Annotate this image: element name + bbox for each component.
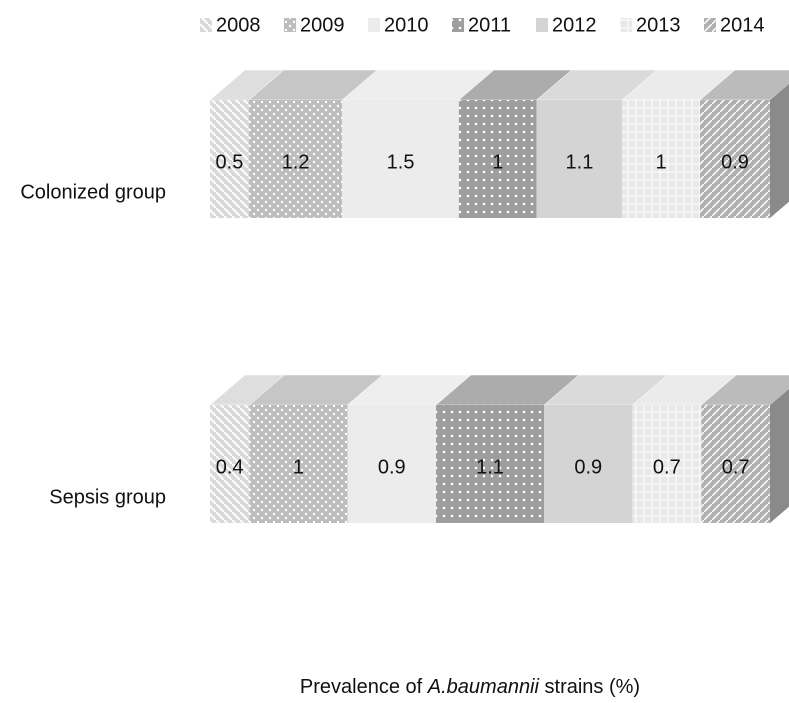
bar-side <box>770 83 789 218</box>
data-label: 0.9 <box>721 151 749 173</box>
bar <box>342 100 459 218</box>
data-label: 0.4 <box>216 456 244 478</box>
bar <box>622 100 700 218</box>
bar <box>435 405 545 523</box>
legend-swatch <box>200 18 212 32</box>
x-axis-label: Prevalence of A.baumannii strains (%) <box>300 676 640 698</box>
legend-swatch <box>452 18 464 32</box>
legend-label: 2014 <box>720 14 765 36</box>
bar <box>700 100 770 218</box>
legend-label: 2010 <box>384 14 429 36</box>
legend-label: 2012 <box>552 14 597 36</box>
data-label: 1.2 <box>282 151 310 173</box>
legend-swatch <box>620 18 632 32</box>
bar <box>210 100 249 218</box>
legend-swatch <box>704 18 716 32</box>
data-label: 0.7 <box>653 456 681 478</box>
bar <box>347 405 436 523</box>
data-label: 0.7 <box>722 456 750 478</box>
data-label: 1.1 <box>476 456 504 478</box>
legend-swatch <box>536 18 548 32</box>
data-label: 1.5 <box>387 151 415 173</box>
bar <box>248 100 343 218</box>
bar <box>544 405 633 523</box>
data-label: 0.9 <box>574 456 602 478</box>
data-label: 1.1 <box>566 151 594 173</box>
data-label: 1 <box>492 151 503 173</box>
data-label: 1 <box>656 151 667 173</box>
bar <box>458 100 537 218</box>
category-label: Sepsis group <box>49 486 166 508</box>
legend-label: 2008 <box>216 14 261 36</box>
bar-side <box>770 388 789 523</box>
bar <box>536 100 623 218</box>
category-label: Colonized group <box>20 181 166 203</box>
data-label: 1 <box>293 456 304 478</box>
legend-label: 2013 <box>636 14 681 36</box>
legend-swatch <box>368 18 380 32</box>
data-label: 0.9 <box>378 456 406 478</box>
data-label: 0.5 <box>216 151 244 173</box>
legend-label: 2011 <box>468 14 511 36</box>
bar <box>210 405 250 523</box>
bar <box>249 405 348 523</box>
bar <box>701 405 770 523</box>
legend-label: 2009 <box>300 14 345 36</box>
legend-swatch <box>284 18 296 32</box>
bar <box>632 405 702 523</box>
